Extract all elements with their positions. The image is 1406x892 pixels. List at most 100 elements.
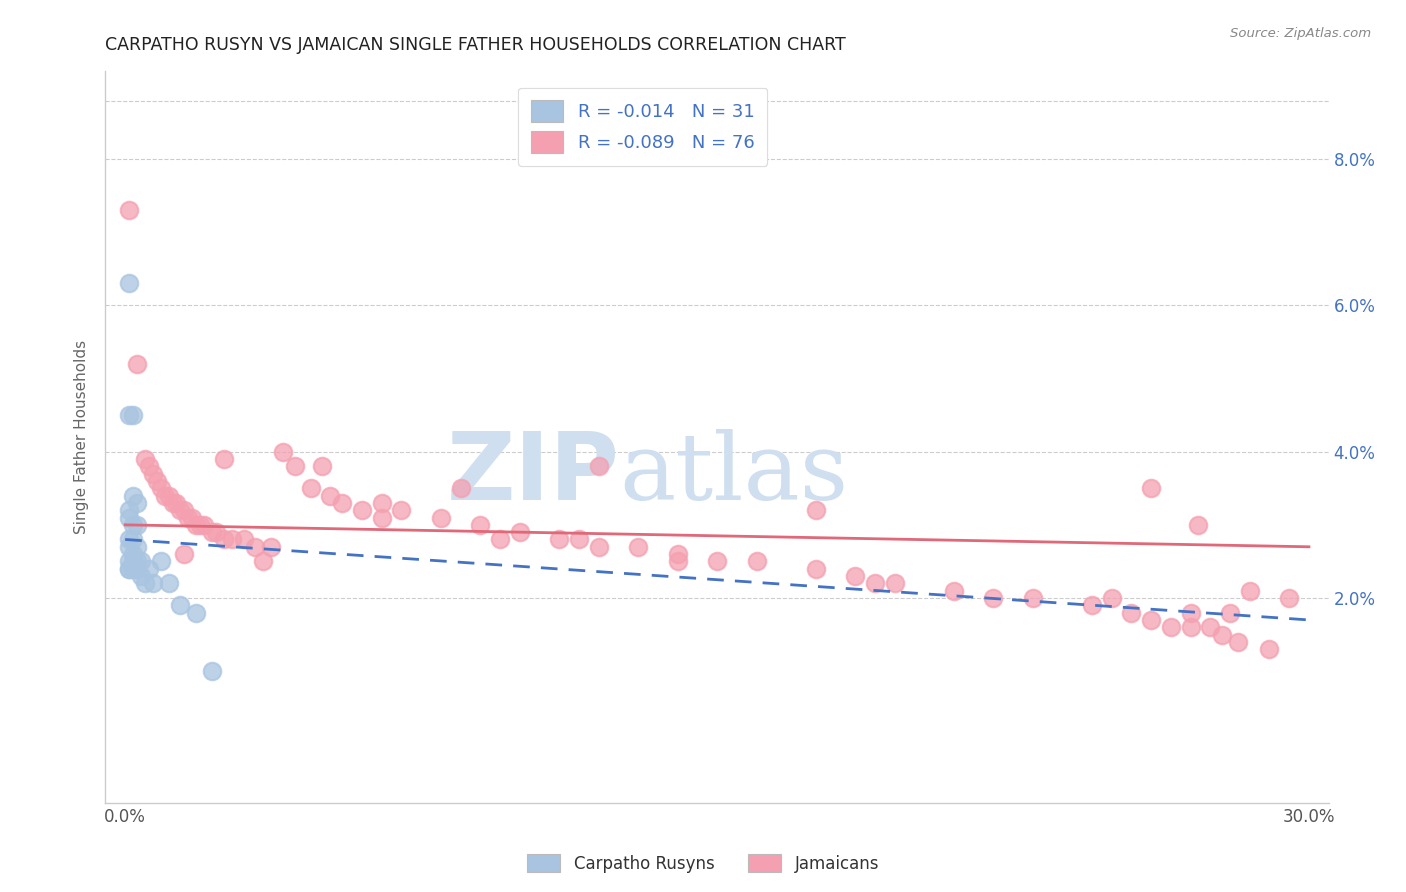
- Point: [169, 503, 191, 517]
- Point: [149, 554, 172, 568]
- Point: [186, 517, 208, 532]
- Point: [232, 533, 254, 547]
- Point: [1239, 583, 1261, 598]
- Point: [1081, 599, 1104, 613]
- Point: [548, 533, 571, 547]
- Point: [450, 481, 472, 495]
- Text: atlas: atlas: [619, 429, 848, 518]
- Point: [122, 562, 145, 576]
- Point: [157, 576, 180, 591]
- Point: [1180, 620, 1202, 634]
- Point: [118, 277, 141, 291]
- Point: [212, 452, 235, 467]
- Point: [430, 510, 453, 524]
- Point: [145, 474, 167, 488]
- Point: [863, 576, 886, 591]
- Point: [169, 599, 191, 613]
- Point: [666, 547, 689, 561]
- Point: [201, 664, 224, 678]
- Point: [370, 510, 392, 524]
- Point: [245, 540, 267, 554]
- Point: [118, 554, 141, 568]
- Text: CARPATHO RUSYN VS JAMAICAN SINGLE FATHER HOUSEHOLDS CORRELATION CHART: CARPATHO RUSYN VS JAMAICAN SINGLE FATHER…: [105, 36, 846, 54]
- Point: [125, 562, 148, 576]
- Point: [350, 503, 373, 517]
- Point: [122, 517, 145, 532]
- Point: [138, 459, 160, 474]
- Point: [142, 467, 165, 481]
- Point: [188, 517, 211, 532]
- Point: [125, 517, 148, 532]
- Point: [509, 525, 531, 540]
- Point: [122, 533, 145, 547]
- Point: [118, 503, 141, 517]
- Point: [489, 533, 512, 547]
- Point: [284, 459, 307, 474]
- Point: [588, 459, 610, 474]
- Point: [1278, 591, 1301, 605]
- Point: [883, 576, 905, 591]
- Point: [173, 503, 195, 517]
- Point: [981, 591, 1004, 605]
- Point: [568, 533, 591, 547]
- Point: [330, 496, 353, 510]
- Point: [162, 496, 184, 510]
- Point: [1211, 627, 1233, 641]
- Point: [153, 489, 176, 503]
- Point: [134, 452, 156, 467]
- Point: [252, 554, 274, 568]
- Point: [118, 203, 141, 218]
- Point: [142, 576, 165, 591]
- Point: [470, 517, 492, 532]
- Point: [125, 496, 148, 510]
- Point: [588, 540, 610, 554]
- Text: ZIP: ZIP: [446, 427, 619, 520]
- Point: [844, 569, 866, 583]
- Point: [177, 510, 200, 524]
- Point: [125, 357, 148, 371]
- Point: [706, 554, 728, 568]
- Point: [221, 533, 243, 547]
- Point: [125, 540, 148, 554]
- Text: Source: ZipAtlas.com: Source: ZipAtlas.com: [1230, 27, 1371, 40]
- Point: [942, 583, 965, 598]
- Point: [311, 459, 333, 474]
- Point: [804, 503, 827, 517]
- Point: [666, 554, 689, 568]
- Point: [804, 562, 827, 576]
- Point: [1140, 613, 1163, 627]
- Point: [1199, 620, 1222, 634]
- Point: [389, 503, 412, 517]
- Point: [118, 408, 141, 422]
- Point: [260, 540, 283, 554]
- Point: [118, 533, 141, 547]
- Point: [1258, 642, 1281, 657]
- Point: [745, 554, 768, 568]
- Point: [370, 496, 392, 510]
- Point: [1121, 606, 1143, 620]
- Point: [118, 562, 141, 576]
- Point: [118, 510, 141, 524]
- Point: [134, 576, 156, 591]
- Point: [627, 540, 650, 554]
- Legend: Carpatho Rusyns, Jamaicans: Carpatho Rusyns, Jamaicans: [520, 847, 886, 880]
- Point: [118, 562, 141, 576]
- Point: [1101, 591, 1123, 605]
- Point: [166, 496, 188, 510]
- Point: [1180, 606, 1202, 620]
- Point: [118, 540, 141, 554]
- Point: [271, 444, 294, 458]
- Point: [129, 554, 152, 568]
- Point: [1140, 481, 1163, 495]
- Point: [122, 554, 145, 568]
- Point: [1160, 620, 1182, 634]
- Point: [299, 481, 322, 495]
- Point: [1219, 606, 1241, 620]
- Point: [125, 554, 148, 568]
- Point: [1226, 635, 1249, 649]
- Point: [181, 510, 204, 524]
- Y-axis label: Single Father Households: Single Father Households: [75, 340, 90, 534]
- Point: [319, 489, 342, 503]
- Point: [122, 547, 145, 561]
- Point: [1022, 591, 1045, 605]
